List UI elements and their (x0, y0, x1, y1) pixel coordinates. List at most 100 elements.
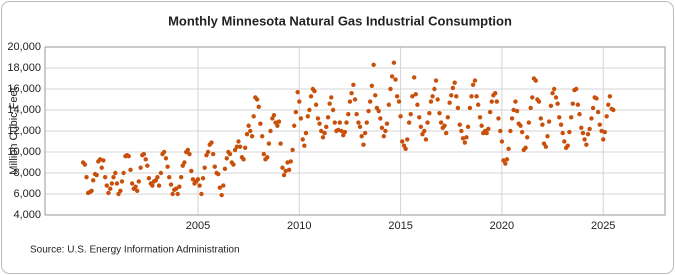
data-point (393, 77, 398, 82)
data-point (518, 123, 523, 128)
data-point (543, 144, 549, 149)
data-point (158, 170, 164, 176)
data-point (381, 134, 386, 139)
data-point (106, 190, 111, 196)
data-point (185, 147, 191, 153)
data-point (134, 188, 140, 194)
data-point (322, 130, 327, 136)
data-point (597, 122, 602, 127)
data-point (396, 99, 402, 104)
data-point (136, 179, 142, 184)
data-point (469, 94, 474, 99)
data-point (477, 115, 483, 120)
data-point (260, 134, 265, 139)
data-point (216, 171, 221, 177)
data-point (548, 103, 554, 109)
data-point (533, 78, 538, 83)
data-point (386, 102, 392, 107)
data-point (574, 86, 579, 92)
data-point (290, 147, 295, 153)
data-point (271, 113, 277, 118)
data-point (342, 129, 348, 135)
data-point (464, 135, 469, 140)
data-point (222, 166, 228, 171)
data-point (224, 156, 229, 161)
data-point (143, 157, 148, 162)
data-point (530, 95, 535, 100)
data-point (389, 74, 395, 79)
data-point (411, 75, 417, 80)
y-tick-label: 12,000 (7, 125, 41, 137)
data-point (369, 83, 375, 89)
data-point (138, 165, 143, 170)
data-point (423, 137, 429, 142)
data-point (312, 88, 317, 94)
data-point (209, 140, 214, 145)
data-point (113, 170, 118, 176)
data-point (508, 128, 513, 134)
data-point (577, 112, 582, 117)
data-point (371, 62, 376, 68)
data-point (346, 112, 351, 117)
data-point (283, 168, 288, 174)
data-point (489, 99, 494, 104)
data-point (150, 183, 155, 188)
x-tick-label: 2005 (186, 220, 210, 232)
chart-title: Monthly Minnesota Natural Gas Industrial… (168, 13, 512, 28)
data-point (418, 124, 424, 129)
data-point (242, 145, 248, 150)
data-point (244, 131, 250, 137)
data-point (410, 94, 415, 99)
data-point (315, 116, 321, 121)
data-point (295, 89, 300, 95)
data-point (582, 137, 587, 142)
data-point (454, 94, 459, 99)
y-tick-label: 4,000 (13, 209, 41, 221)
data-point (332, 120, 337, 125)
data-point (568, 115, 574, 120)
data-point (511, 107, 516, 113)
y-axis-label: Million Cubic Feet (8, 87, 20, 174)
data-point (437, 110, 442, 116)
data-point (156, 183, 162, 188)
data-point (177, 184, 182, 189)
data-point (212, 164, 217, 169)
data-point (329, 95, 334, 100)
data-point (167, 175, 172, 180)
data-point (119, 179, 125, 184)
data-point (129, 181, 135, 186)
data-point (292, 123, 297, 128)
data-point (217, 185, 223, 190)
data-point (383, 128, 388, 134)
data-point (415, 102, 420, 107)
data-point (187, 151, 192, 157)
data-point (430, 94, 435, 99)
y-tick-label: 18,000 (7, 62, 41, 74)
data-point (161, 149, 167, 155)
data-point (195, 177, 201, 182)
data-point (320, 135, 326, 140)
data-point (526, 120, 532, 125)
data-point (388, 86, 393, 92)
data-point (595, 109, 601, 115)
data-point (325, 115, 331, 120)
data-point (108, 186, 113, 191)
data-point (575, 102, 581, 107)
data-point (361, 142, 366, 147)
data-point (558, 122, 564, 127)
data-point (514, 108, 520, 114)
data-point (182, 160, 187, 165)
data-point (378, 116, 383, 121)
data-point (551, 86, 557, 92)
data-point (557, 115, 562, 120)
data-point (200, 176, 206, 181)
data-point (327, 101, 332, 106)
y-tick-label: 20,000 (7, 41, 41, 53)
data-point (155, 175, 160, 180)
data-point (438, 120, 444, 125)
data-point (366, 108, 371, 114)
data-point (484, 130, 489, 136)
data-point (234, 144, 240, 149)
data-point (503, 161, 508, 166)
